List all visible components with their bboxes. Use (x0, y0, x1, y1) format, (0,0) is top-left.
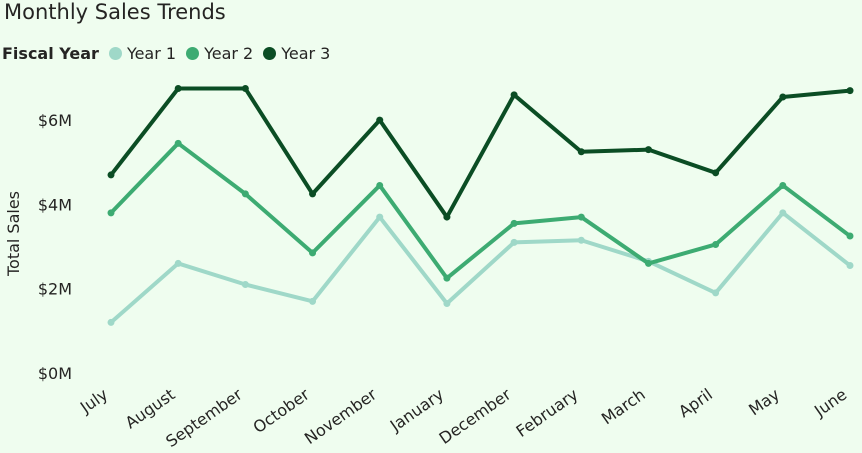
legend-item-year-1[interactable]: Year 1 (108, 44, 177, 63)
legend-dot-year-3 (263, 47, 277, 60)
legend-label-year-3: Year 3 (281, 44, 331, 63)
x-tick-label: October (249, 384, 313, 437)
data-point (644, 146, 652, 154)
legend-dot-year-2 (186, 47, 200, 60)
chart-title: Monthly Sales Trends (4, 0, 226, 24)
data-point (712, 289, 720, 297)
x-tick-label: December (436, 384, 515, 447)
data-point (241, 85, 249, 93)
x-tick-label: August (122, 385, 179, 433)
y-tick-label: $4M (38, 195, 72, 214)
data-point (376, 213, 384, 221)
legend-label-year-2: Year 2 (204, 44, 254, 63)
data-point (779, 209, 787, 217)
data-point (577, 213, 585, 221)
data-point (309, 249, 317, 257)
data-point (376, 116, 384, 124)
series-line-year-2 (109, 141, 852, 281)
x-tick-label: April (675, 385, 716, 422)
legend-item-year-2[interactable]: Year 2 (186, 44, 253, 63)
data-point (241, 281, 249, 288)
legend: Fiscal Year Year 1 Year 2 Year 3 (2, 44, 340, 63)
legend-item-year-3[interactable]: Year 3 (263, 44, 330, 63)
data-point (241, 190, 249, 198)
data-point (510, 91, 518, 99)
data-point (174, 85, 182, 93)
data-point (376, 181, 384, 189)
data-point (779, 181, 787, 189)
legend-label-year-1: Year 1 (126, 44, 177, 63)
data-point (712, 240, 720, 248)
data-point (309, 190, 317, 198)
x-tick-label: September (162, 384, 246, 451)
data-point (846, 87, 854, 95)
data-point (577, 236, 585, 244)
data-point (510, 238, 518, 246)
data-point (107, 171, 115, 179)
legend-dot-year-1 (108, 47, 122, 60)
data-point (577, 148, 585, 156)
y-tick-label: $0M (38, 364, 72, 383)
x-tick-label: February (513, 385, 582, 441)
data-point (712, 169, 720, 177)
data-point (107, 318, 115, 326)
y-tick-label: $2M (38, 280, 72, 299)
series-line-year-1 (109, 210, 852, 325)
data-point (644, 259, 652, 267)
y-tick-label: $6M (38, 111, 72, 130)
x-tick-label: June (810, 385, 850, 421)
data-point (846, 232, 854, 240)
y-axis-title: Total Sales (4, 191, 23, 277)
data-point (107, 209, 115, 217)
data-point (443, 213, 451, 221)
data-point (443, 299, 451, 307)
data-point (779, 93, 787, 101)
data-point (174, 139, 182, 147)
data-point (510, 219, 518, 227)
legend-title: Fiscal Year (2, 44, 99, 63)
x-tick-label: July (76, 385, 111, 418)
data-point (174, 259, 182, 267)
x-tick-label: May (745, 385, 783, 420)
series-line-year-3 (109, 86, 852, 220)
x-tick-label: January (386, 385, 447, 436)
x-tick-label: November (301, 384, 380, 448)
data-point (309, 297, 317, 305)
data-point (443, 274, 451, 282)
data-point (846, 262, 854, 270)
x-tick-label: March (598, 385, 649, 429)
